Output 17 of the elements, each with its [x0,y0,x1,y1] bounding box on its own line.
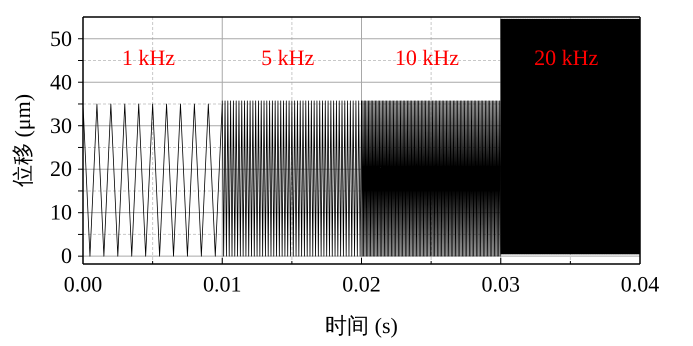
y-tick-label: 30 [50,112,72,138]
y-tick-label: 10 [50,200,72,225]
y-tick-label: 20 [50,156,72,182]
x-tick-label: 0.00 [64,272,102,297]
y-tick-label: 50 [50,26,72,51]
y-axis-title: 位移 (μm) [10,94,35,188]
y-tick-label: 40 [50,69,72,94]
x-axis-title: 时间 (s) [325,313,398,338]
x-tick-label: 0.03 [482,272,520,297]
y-tick-label: 0 [61,243,72,268]
annotation: 5 kHz [261,45,315,70]
x-tick-label: 0.01 [203,272,242,297]
annotation: 1 kHz [122,45,176,70]
annotation: 10 kHz [394,45,460,70]
x-tick-label: 0.04 [620,272,660,297]
annotation: 20 kHz [534,45,599,70]
x-tick-label: 0.02 [342,272,381,297]
